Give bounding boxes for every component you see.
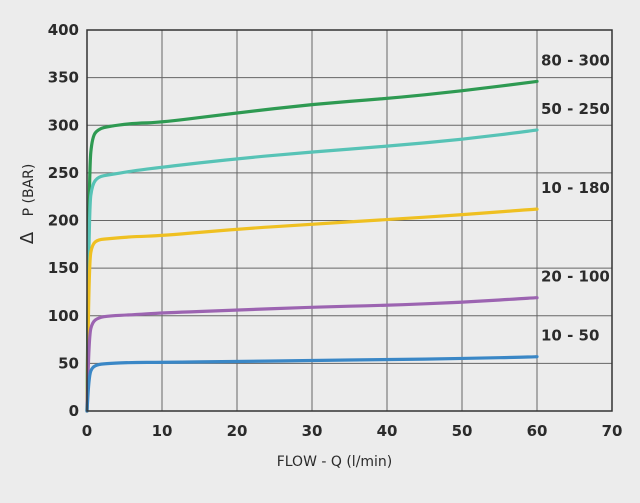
series-line <box>85 79 539 413</box>
y-tick-label: 200 <box>48 212 79 230</box>
y-tick-label: 300 <box>48 116 79 134</box>
series-line <box>85 207 539 413</box>
x-tick-label: 70 <box>602 422 623 440</box>
y-tick-label: 50 <box>58 354 79 372</box>
y-tick-label: 350 <box>48 69 79 87</box>
x-tick-label: 40 <box>377 422 398 440</box>
y-tick-label: 0 <box>69 402 79 420</box>
x-tick-label: 20 <box>227 422 248 440</box>
series-label: 10 - 50 <box>541 327 599 345</box>
series-label: 20 - 100 <box>541 268 610 286</box>
series-label: 10 - 180 <box>541 179 610 197</box>
y-axis-label: P (BAR) <box>21 164 37 217</box>
x-tick-label: 10 <box>152 422 173 440</box>
x-tick-label: 60 <box>527 422 548 440</box>
x-tick-label: 0 <box>82 422 92 440</box>
series-labels: 80 - 300 50 - 250 10 - 180 20 - 100 10 - 50 <box>541 51 610 344</box>
series-label: 80 - 300 <box>541 51 610 69</box>
y-tick-label: 100 <box>48 307 79 325</box>
series-curves <box>85 79 539 413</box>
x-axis-label: FLOW - Q (l/min) <box>277 454 393 470</box>
grid-lines <box>87 30 612 411</box>
x-tick-label: 30 <box>302 422 323 440</box>
y-tick-label: 250 <box>48 164 79 182</box>
series-line <box>85 355 539 413</box>
tick-labels: 0 10 20 30 40 50 60 70 0 50 100 150 200 250 300 350 400 <box>48 21 623 440</box>
x-tick-label: 50 <box>452 422 473 440</box>
series-label: 50 - 250 <box>541 100 610 118</box>
y-axis-label-group: Δ P (BAR) <box>17 164 38 245</box>
y-tick-label: 150 <box>48 259 79 277</box>
series-line <box>85 128 539 413</box>
series-line <box>85 296 539 413</box>
y-tick-label: 400 <box>48 21 79 39</box>
plot-frame <box>86 29 613 412</box>
y-axis-delta-symbol: Δ <box>17 231 38 244</box>
